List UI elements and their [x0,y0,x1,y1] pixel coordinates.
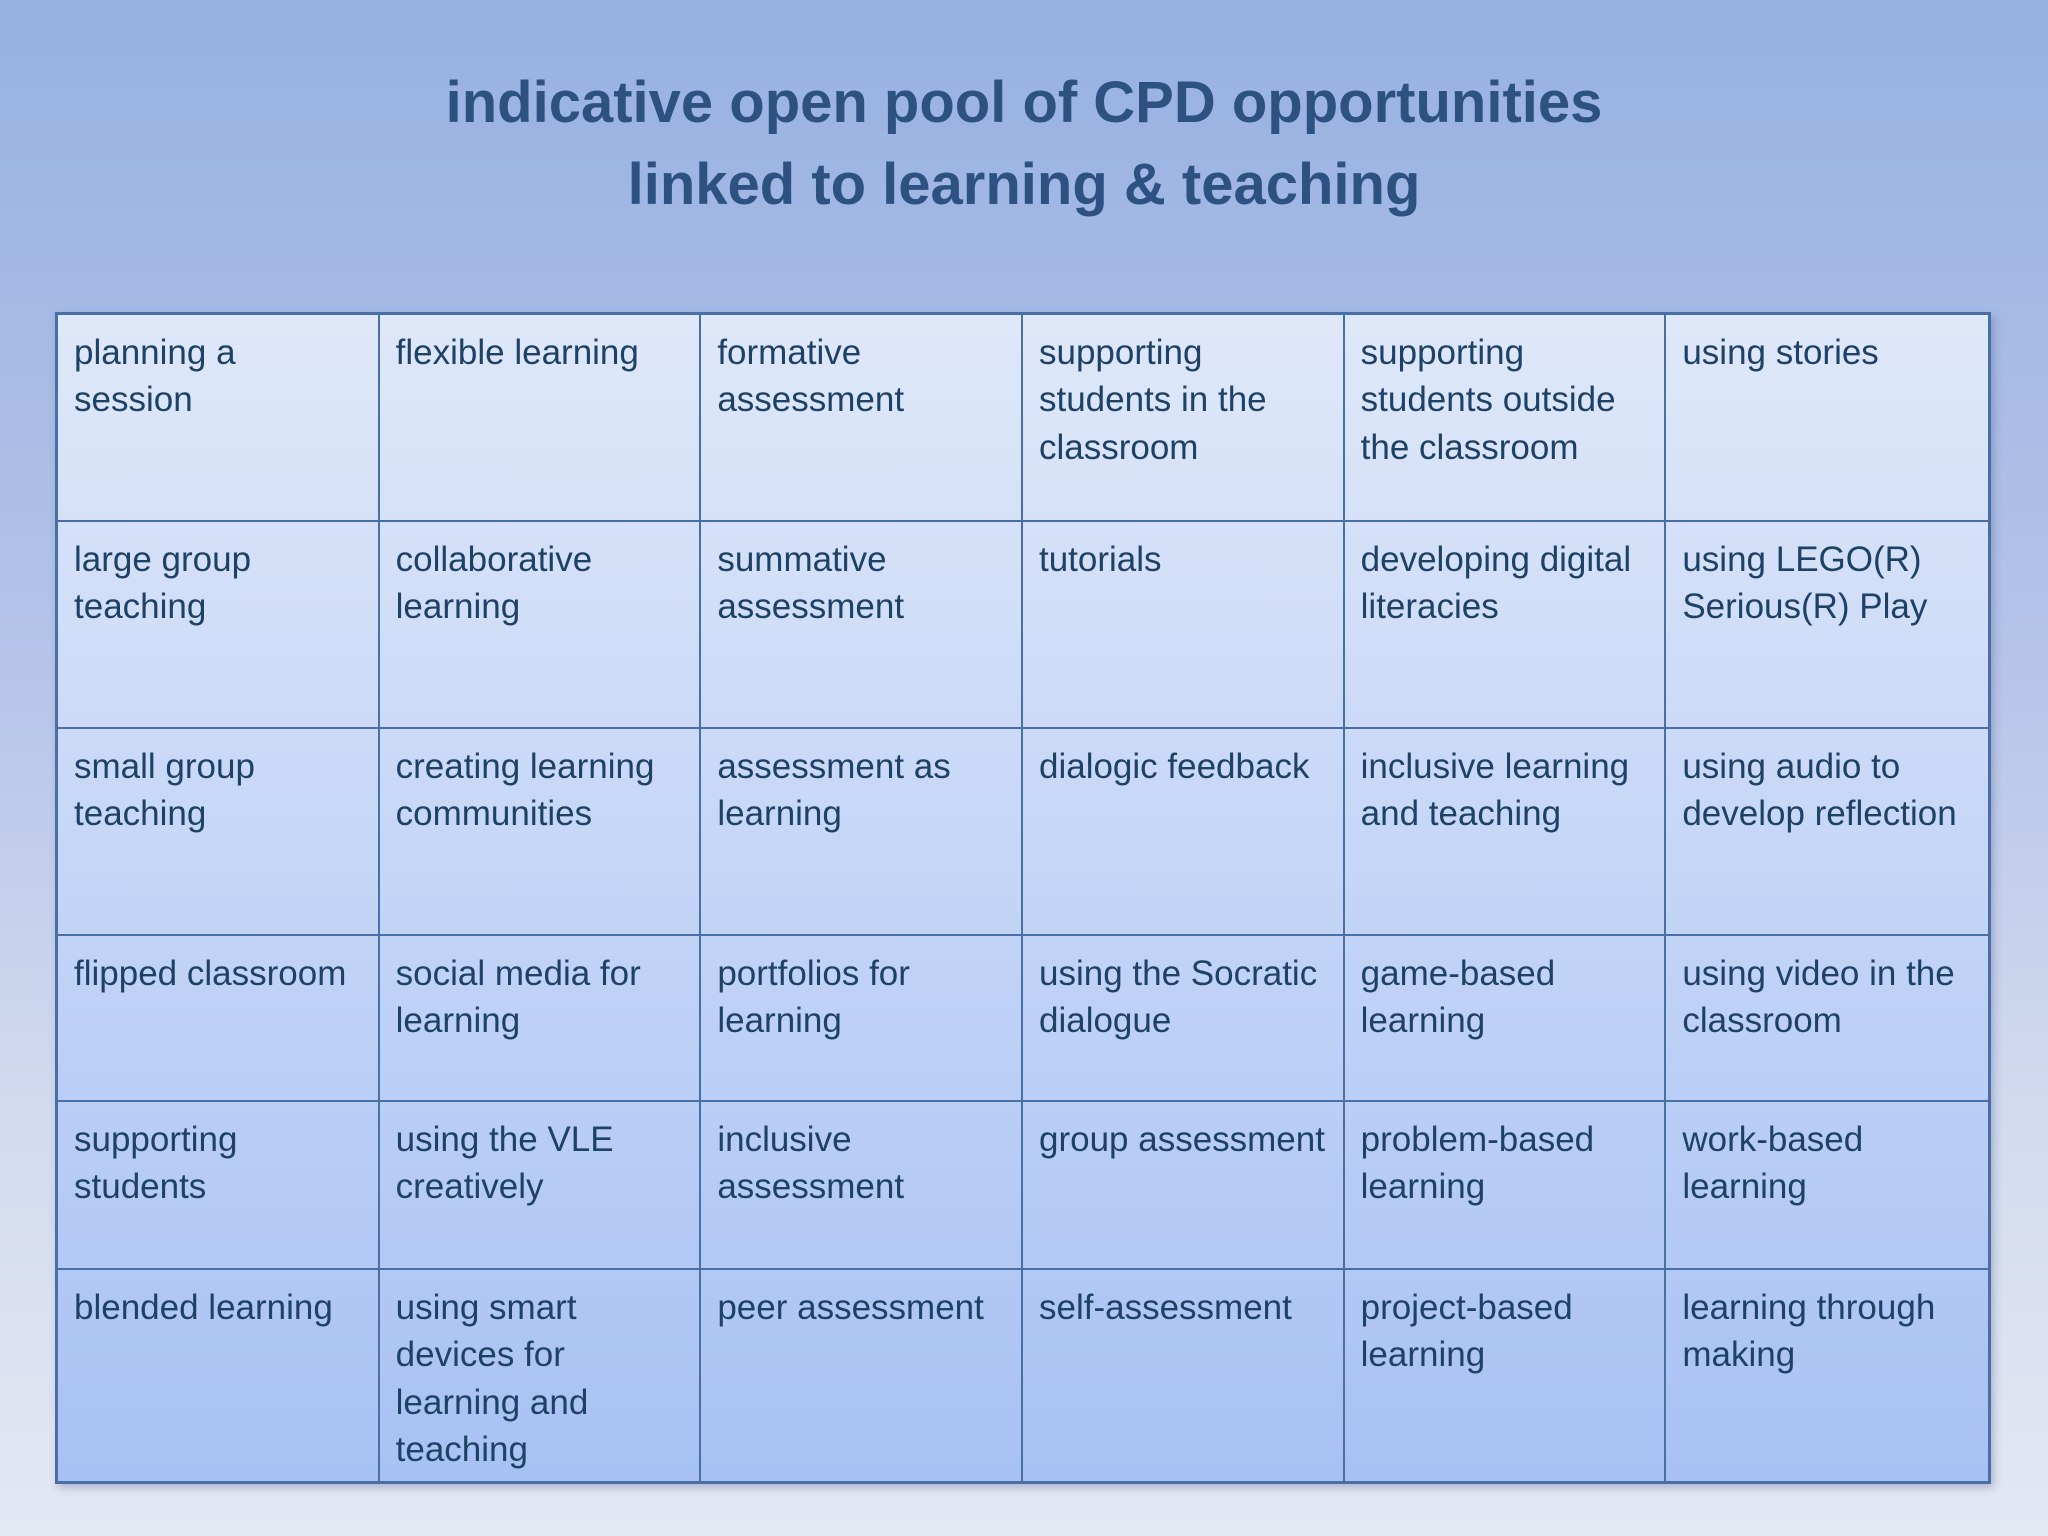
cpd-opportunities-table: planning a session flexible learning forma… [55,312,1991,1484]
table-cell-r2c1: large group teaching [58,521,380,729]
table-cell-r2c4: tutorials [1022,521,1345,729]
table-cell-r3c3: assessment as learning [701,728,1023,936]
slide-title-line2: linked to learning & teaching [627,152,1421,218]
slide-title-line1: indicative open pool of CPD opportunitie… [445,70,1603,135]
table-cell-r5c4: group assessment [1022,1101,1345,1271]
table-cell-r4c6: using video in the classroom [1666,936,1988,1102]
table-cell-r5c6: work-based learning [1666,1102,1988,1271]
table-cell-r3c2: creating learning communities [379,728,702,936]
table-cell-r4c1: flipped classroom [58,935,380,1102]
table-cell-r1c3: formative assessment [701,315,1023,522]
table-cell-r6c5: project-based learning [1345,1270,1667,1481]
table-cell-r2c6: using LEGO(R) Serious(R) Play [1666,522,1988,729]
table-cell-r5c5: problem-based learning [1344,1101,1667,1271]
table-cell-r3c4: dialogic feedback [1022,728,1345,936]
table-cell-r2c3: summative assessment [701,521,1023,729]
table-cell-r6c6: learning through making [1682,1288,1936,1375]
table-cell-r5c3: inclusive assessment [701,1101,1023,1271]
table-cell-r1c6: using stories [1666,315,1988,522]
table-cell-r3c6: using audio to develop reflection [1666,729,1988,936]
table-cell-r1c4: supporting students in the classroom [1022,315,1345,522]
table-cell-r4c3: portfolios for learning [701,935,1023,1102]
table-cell-r3c5: inclusive learning and teaching [1344,728,1667,936]
table-cell-r2c2: collaborative learning [379,521,702,729]
table-cell-r6c1: blended learning [58,1270,380,1481]
table-cell-r2c5: developing digital literacies [1344,521,1667,729]
table-cell-r4c4: using the Socratic dialogue [1022,935,1345,1102]
table-cell-r5c1: supporting students [58,1101,380,1271]
table-cell-r5c2: using the VLE creatively [379,1101,702,1271]
table-cell-r1c1: planning a session [58,315,380,522]
table-cell-r6c2: using smart devices for learning and tea… [380,1270,702,1481]
table-cell-r4c2: social media for learning [379,935,702,1102]
slide-title: indicative open pool of CPD opportunitie… [0,62,2048,227]
table-cell-r1c2: flexible learning [379,315,702,522]
table-cell-r6c3: peer assessment [701,1270,1023,1481]
table-cell-r3c1: small group teaching [58,728,380,936]
table-cell-r6c4: self-assessment [1023,1270,1345,1481]
table-cell-r4c5: game-based learning [1344,935,1667,1102]
table-cell-r1c5: supporting students outside the classroo… [1344,315,1667,522]
